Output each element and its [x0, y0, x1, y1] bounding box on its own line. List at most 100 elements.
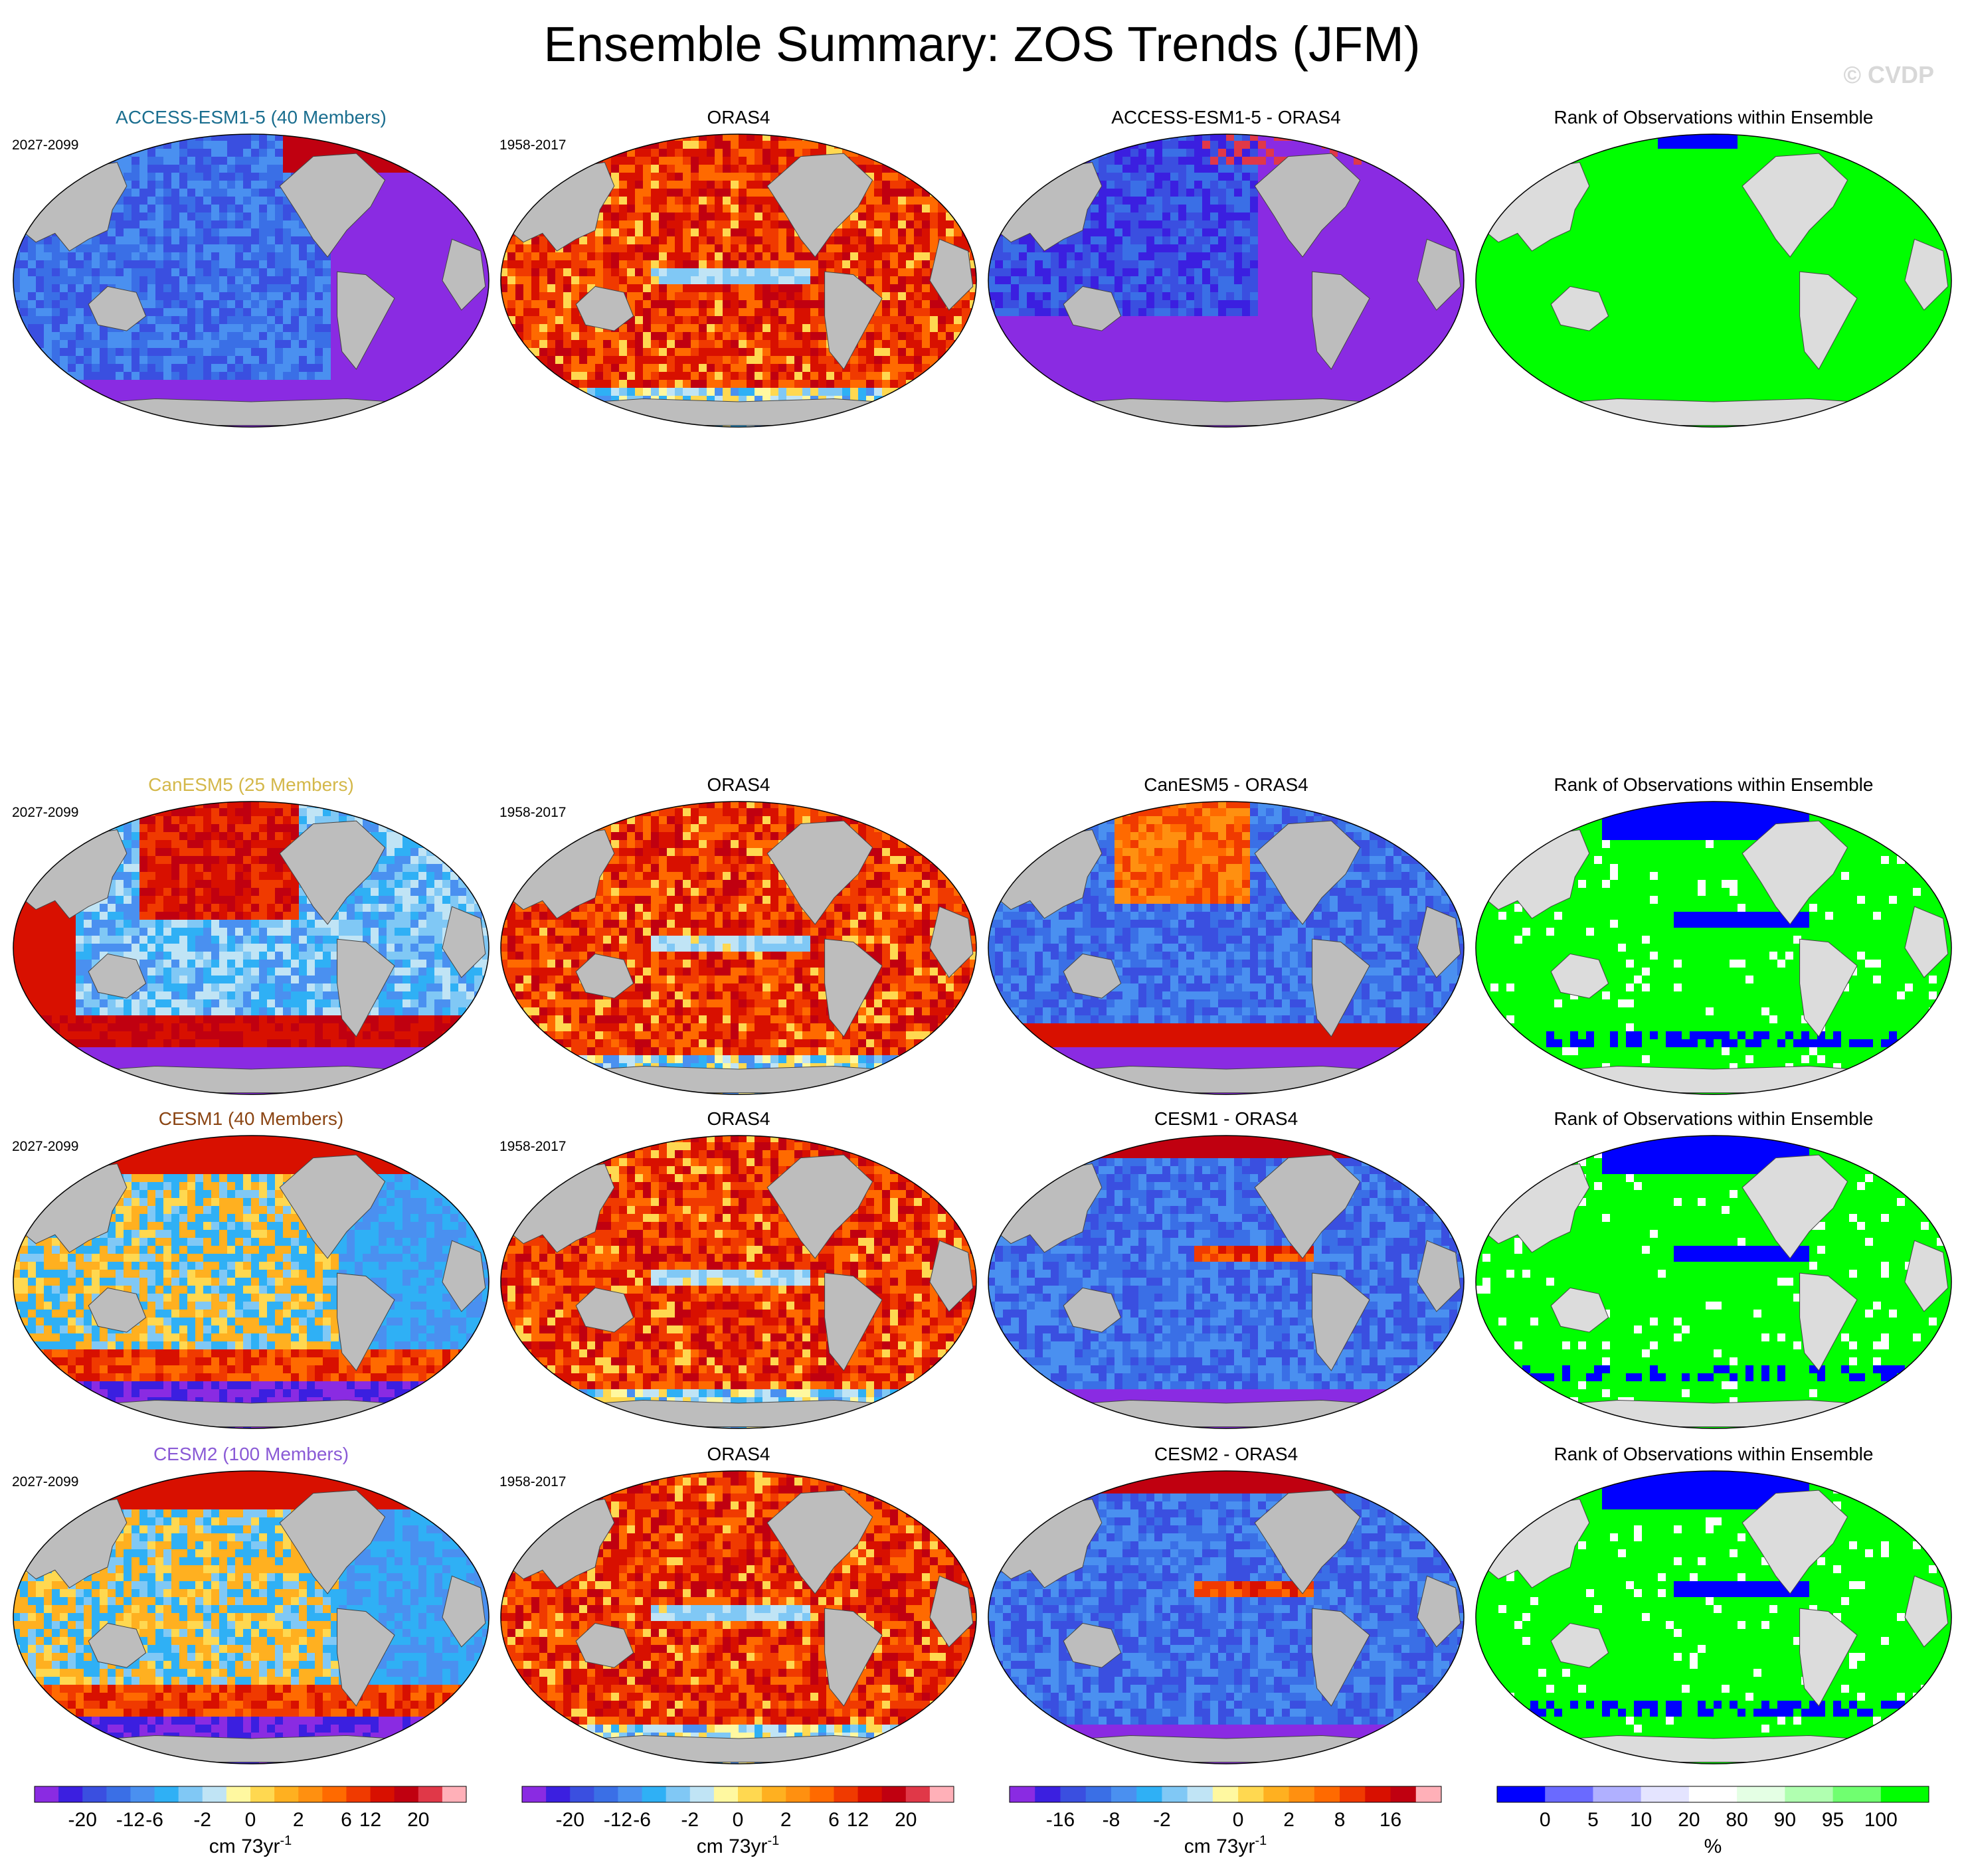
colorbar-swatch: [82, 1786, 107, 1802]
page-title: Ensemble Summary: ZOS Trends (JFM): [0, 15, 1964, 74]
colorbar-swatch: [1060, 1786, 1087, 1802]
colorbar-tick-label: 2: [1283, 1809, 1294, 1831]
map-diff-row4: [988, 1470, 1465, 1764]
colorbar-swatch: [346, 1786, 371, 1802]
colorbar-tick-label: -20: [556, 1809, 584, 1831]
map-rank-row4: [1475, 1470, 1952, 1764]
colorbar-tick-label: 0: [1540, 1809, 1551, 1831]
colorbar-swatch: [1136, 1786, 1162, 1802]
panel-title-rank-row1: Rank of Observations within Ensemble: [1474, 106, 1953, 129]
colorbar-swatch: [618, 1786, 643, 1802]
map-model-row1: [13, 133, 490, 428]
map-obs-row2: [500, 801, 977, 1095]
colorbar-swatch: [250, 1786, 275, 1802]
colorbar-swatch: [394, 1786, 419, 1802]
colorbar-swatch: [522, 1786, 547, 1802]
colorbar-swatch: [1415, 1786, 1442, 1802]
colorbar-swatch: [546, 1786, 571, 1802]
colorbar-tick-label: 6: [828, 1809, 840, 1831]
colorbar-swatch: [1365, 1786, 1391, 1802]
map-model-row3: [13, 1135, 490, 1429]
colorbar-swatch: [1340, 1786, 1366, 1802]
panel-title-rank-row4: Rank of Observations within Ensemble: [1474, 1443, 1953, 1466]
panel-title-obs-row3: ORAS4: [499, 1108, 978, 1130]
panel-title-diff-row2: CanESM5 - ORAS4: [987, 774, 1465, 796]
colorbar-tick-label: -2: [681, 1809, 699, 1831]
colorbar-tick-label: 12: [359, 1809, 381, 1831]
map-diff-row3: [988, 1135, 1465, 1429]
colorbar-swatch: [570, 1786, 594, 1802]
colorbar-swatch: [202, 1786, 227, 1802]
colorbar-swatch: [1390, 1786, 1417, 1802]
colorbar-swatch: [1641, 1786, 1690, 1802]
colorbar-tick-label: 8: [1334, 1809, 1346, 1831]
colorbar-tick-label: 100: [1864, 1809, 1898, 1831]
colorbar-swatch: [834, 1786, 859, 1802]
colorbar-tick-label: 0: [733, 1809, 744, 1831]
panel-title-rank-row3: Rank of Observations within Ensemble: [1474, 1108, 1953, 1130]
map-obs-row1: [500, 133, 977, 428]
colorbar-swatch: [762, 1786, 786, 1802]
colorbar-swatch: [713, 1786, 739, 1802]
colorbar-swatch: [1162, 1786, 1188, 1802]
colorbar-swatch: [1111, 1786, 1137, 1802]
colorbar-tick-label: -20: [68, 1809, 97, 1831]
colorbar-tick-label: -6: [633, 1809, 651, 1831]
colorbar-swatch: [857, 1786, 883, 1802]
colorbar-tick-label: -8: [1103, 1809, 1120, 1831]
map-rank-row1: [1475, 133, 1952, 428]
panel-title-obs-row2: ORAS4: [499, 774, 978, 796]
colorbar-swatch: [1832, 1786, 1882, 1802]
colorbar-4: 0 5 10 20 80 90 95 100%: [1496, 1786, 1929, 1857]
panel-title-diff-row3: CESM1 - ORAS4: [987, 1108, 1465, 1130]
colorbar-tick-label: -12: [116, 1809, 145, 1831]
colorbar-swatch: [1085, 1786, 1112, 1802]
panel-title-obs-row1: ORAS4: [499, 106, 978, 129]
colorbar-swatch: [274, 1786, 299, 1802]
colorbar-swatch: [418, 1786, 443, 1802]
colorbar-swatch: [298, 1786, 323, 1802]
panel-title-diff-row1: ACCESS-ESM1-5 - ORAS4: [987, 106, 1465, 129]
colorbar-swatch: [929, 1786, 954, 1802]
colorbar-swatch: [1593, 1786, 1642, 1802]
period-label-obs-row4: 1958-2017: [499, 1474, 566, 1491]
map-rank-row2: [1475, 801, 1952, 1095]
colorbar-swatch: [1212, 1786, 1239, 1802]
period-label-model-row3: 2027-2099: [12, 1138, 78, 1155]
colorbar-tick-label: 20: [895, 1809, 917, 1831]
colorbar-swatch: [1263, 1786, 1290, 1802]
map-diff-row2: [988, 801, 1465, 1095]
colorbar-swatch: [130, 1786, 155, 1802]
colorbar-swatch: [738, 1786, 762, 1802]
panel-title-obs-row4: ORAS4: [499, 1443, 978, 1466]
colorbar-tick-label: 0: [245, 1809, 256, 1831]
panel-title-model-row1: ACCESS-ESM1-5 (40 Members): [12, 106, 490, 129]
colorbar-swatch: [370, 1786, 395, 1802]
colorbar-swatch: [178, 1786, 203, 1802]
period-label-model-row1: 2027-2099: [12, 137, 78, 154]
colorbar-title: cm 73yr-1: [1184, 1833, 1267, 1857]
colorbar-swatch: [58, 1786, 83, 1802]
map-obs-row3: [500, 1135, 977, 1429]
colorbar-swatch: [1688, 1786, 1738, 1802]
colorbar-tick-label: 80: [1726, 1809, 1747, 1831]
colorbar-tick-label: 16: [1380, 1809, 1401, 1831]
colorbar-swatch: [642, 1786, 667, 1802]
colorbar-tick-label: -6: [145, 1809, 163, 1831]
colorbar-tick-label: -16: [1046, 1809, 1075, 1831]
map-diff-row1: [988, 133, 1465, 428]
period-label-model-row2: 2027-2099: [12, 804, 78, 821]
colorbar-tick-label: 20: [407, 1809, 429, 1831]
panel-title-model-row3: CESM1 (40 Members): [12, 1108, 490, 1130]
panel-title-rank-row2: Rank of Observations within Ensemble: [1474, 774, 1953, 796]
colorbar-swatch: [1880, 1786, 1929, 1802]
colorbar-swatch: [154, 1786, 179, 1802]
colorbar-swatch: [226, 1786, 251, 1802]
colorbar-swatch: [322, 1786, 347, 1802]
colorbar-tick-label: 2: [293, 1809, 304, 1831]
colorbar-swatch: [666, 1786, 691, 1802]
colorbar-swatch: [35, 1786, 59, 1802]
colorbar-tick-label: -2: [193, 1809, 211, 1831]
